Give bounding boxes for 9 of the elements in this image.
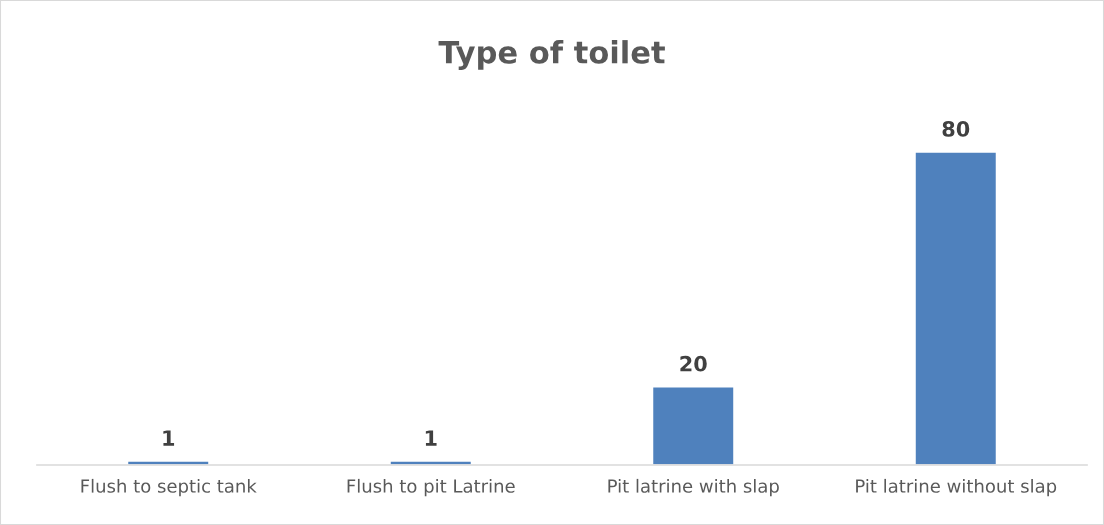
x-tick-label: Flush to septic tank — [81, 478, 257, 497]
x-tick-label: Flush to pit Latrine — [347, 478, 515, 497]
data-label: 80 — [942, 121, 970, 137]
x-tick-label: Pit latrine without slap — [856, 478, 1057, 497]
data-label: 1 — [425, 430, 437, 446]
data-label: 1 — [163, 430, 175, 446]
x-tick-label: Pit latrine with slap — [608, 478, 779, 497]
chart-title: Type of toilet — [438, 40, 665, 70]
data-label: 20 — [680, 355, 707, 372]
